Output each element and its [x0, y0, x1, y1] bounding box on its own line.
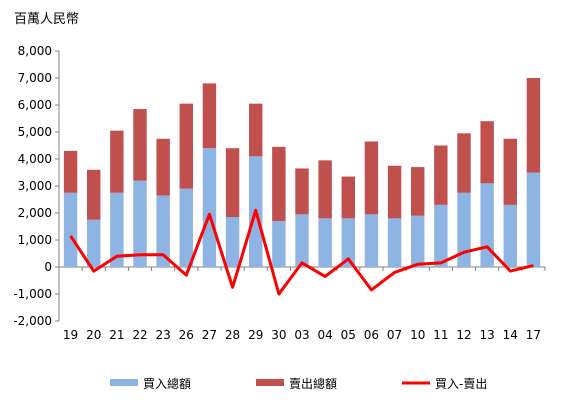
- bar: [526, 78, 541, 173]
- bar: [503, 204, 517, 267]
- x-tick-label: 03: [294, 328, 309, 342]
- legend: 買入總額 賣出總額 買入-賣出: [110, 376, 487, 391]
- line-group: [69, 208, 534, 296]
- x-tick-label: 21: [109, 328, 124, 342]
- bar: [434, 145, 448, 205]
- bar: [295, 168, 309, 215]
- x-tick-label: 17: [526, 328, 541, 342]
- bar: [133, 180, 147, 267]
- bar: [480, 183, 494, 267]
- bar: [272, 221, 286, 267]
- x-tick-label: 19: [63, 328, 78, 342]
- bar: [156, 138, 170, 196]
- bar: [179, 188, 193, 267]
- bar: [133, 109, 147, 181]
- y-tick-label: 0: [44, 260, 52, 274]
- bar: [295, 214, 309, 267]
- bar: [202, 148, 217, 267]
- y-tick-label: 5,000: [18, 125, 52, 139]
- y-tick-label: -2,000: [13, 314, 52, 328]
- x-tick-label: 11: [433, 328, 448, 342]
- x-tick-label: 22: [132, 328, 147, 342]
- y-tick-label: 8,000: [18, 44, 52, 58]
- bar: [87, 219, 101, 267]
- bar: [156, 195, 170, 267]
- y-tick-label: -1,000: [13, 287, 52, 301]
- tick-labels: -2,000 -1,000 0 1,000 2,000 3,000 4,000 5,000 6,…: [13, 44, 541, 342]
- bar: [387, 165, 402, 219]
- x-tick-label: 14: [503, 328, 518, 342]
- y-tick-label: 2,000: [18, 206, 52, 220]
- bar: [87, 169, 101, 220]
- bar: [110, 192, 124, 267]
- bar: [341, 176, 355, 219]
- bar: [480, 121, 494, 184]
- bar: [202, 83, 217, 149]
- bar: [526, 172, 541, 267]
- x-tick-label: 28: [225, 328, 240, 342]
- bar: [411, 215, 425, 267]
- bar: [364, 141, 379, 215]
- x-tick-label: 10: [410, 328, 425, 342]
- y-tick-label: 3,000: [18, 179, 52, 193]
- legend-label: 賣出總額: [289, 376, 337, 391]
- y-tick-label: 6,000: [18, 98, 52, 112]
- x-tick-label: 13: [480, 328, 495, 342]
- x-tick-label: 07: [387, 328, 402, 342]
- legend-label: 買入總額: [143, 376, 191, 391]
- bar: [318, 160, 332, 219]
- chart-unit-label: 百萬人民幣: [14, 12, 79, 27]
- legend-swatch: [110, 379, 138, 386]
- bar: [179, 103, 193, 189]
- bar: [272, 146, 286, 222]
- x-tick-label: 27: [202, 328, 217, 342]
- bar: [457, 192, 471, 267]
- x-tick-label: 23: [156, 328, 171, 342]
- bar: [387, 218, 402, 267]
- y-tick-label: 7,000: [18, 71, 52, 85]
- x-tick-label: 29: [248, 328, 263, 342]
- bar: [341, 218, 355, 267]
- x-tick-label: 12: [456, 328, 471, 342]
- bar: [364, 214, 379, 267]
- x-tick-label: 20: [86, 328, 101, 342]
- x-tick-label: 05: [341, 328, 356, 342]
- x-tick-label: 26: [179, 328, 194, 342]
- bar: [434, 204, 448, 267]
- y-tick-label: 4,000: [18, 152, 52, 166]
- bar-group: [63, 78, 541, 267]
- bar: [318, 218, 332, 267]
- bar: [63, 150, 78, 193]
- bar: [249, 103, 263, 157]
- bar: [411, 167, 425, 216]
- bar: [225, 148, 240, 218]
- legend-swatch: [256, 379, 284, 386]
- bar: [110, 130, 124, 193]
- x-tick-label: 04: [318, 328, 333, 342]
- bar: [225, 217, 240, 267]
- legend-label: 買入-賣出: [435, 376, 487, 391]
- x-tick-label: 30: [271, 328, 286, 342]
- bar: [63, 192, 78, 267]
- bar: [457, 133, 471, 193]
- y-tick-label: 1,000: [18, 233, 52, 247]
- x-tick-label: 06: [364, 328, 379, 342]
- bar: [503, 138, 517, 205]
